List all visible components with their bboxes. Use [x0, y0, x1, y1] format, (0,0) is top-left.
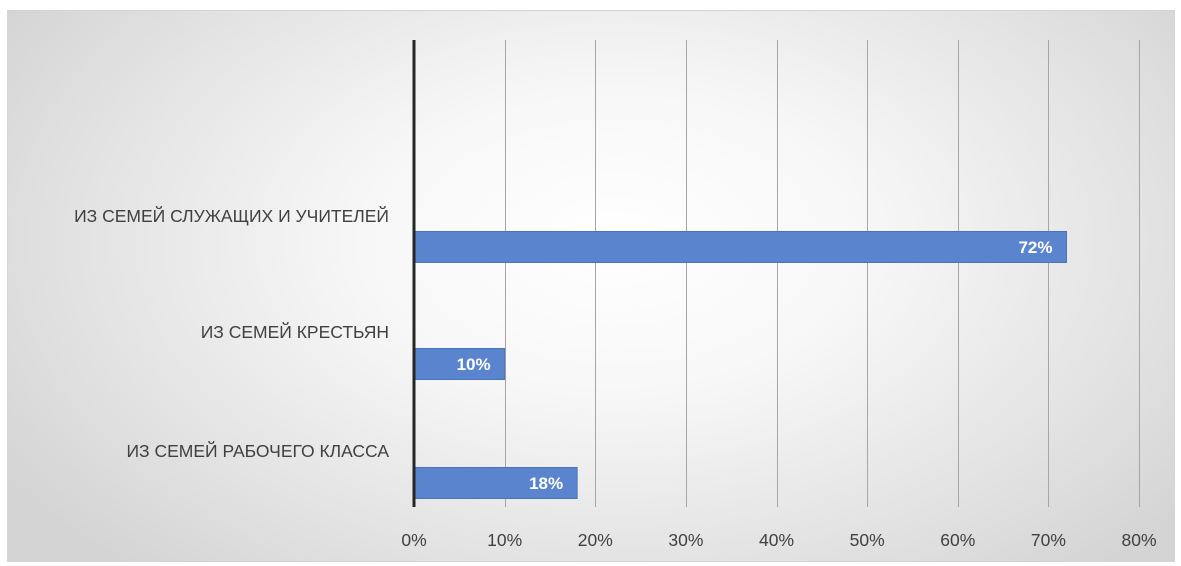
data-label: 10% — [457, 355, 491, 374]
data-label: 72% — [1018, 238, 1052, 257]
x-tick-label: 80% — [1121, 530, 1156, 550]
data-label: 18% — [529, 474, 563, 493]
bar — [413, 467, 578, 499]
bar — [413, 231, 1067, 263]
category-label: ИЗ СЕМЕЙ РАБОЧЕГО КЛАССА — [126, 440, 389, 461]
x-tick-label: 10% — [487, 530, 522, 550]
x-tick-label: 20% — [578, 530, 613, 550]
gridlines — [505, 40, 1140, 507]
x-tick-label: 40% — [759, 530, 794, 550]
data-labels: 72% 10% 18% — [457, 238, 1053, 493]
category-label: ИЗ СЕМЕЙ КРЕСТЬЯН — [201, 321, 389, 342]
x-tick-label: 60% — [940, 530, 975, 550]
x-tick-label: 0% — [401, 530, 426, 550]
category-label: ИЗ СЕМЕЙ СЛУЖАЩИХ И УЧИТЕЛЕЙ — [74, 205, 389, 226]
x-tick-label: 30% — [668, 530, 703, 550]
bars — [413, 231, 1067, 499]
chart-area — [7, 10, 1175, 562]
x-tick-label: 50% — [850, 530, 885, 550]
category-labels: ИЗ СЕМЕЙ СЛУЖАЩИХ И УЧИТЕЛЕЙ ИЗ СЕМЕЙ КРЕ… — [74, 205, 389, 461]
x-axis-tick-labels: 0% 10% 20% 30% 40% 50% 60% 70% 80% — [401, 530, 1156, 550]
bar — [413, 348, 506, 380]
x-tick-label: 70% — [1031, 530, 1066, 550]
